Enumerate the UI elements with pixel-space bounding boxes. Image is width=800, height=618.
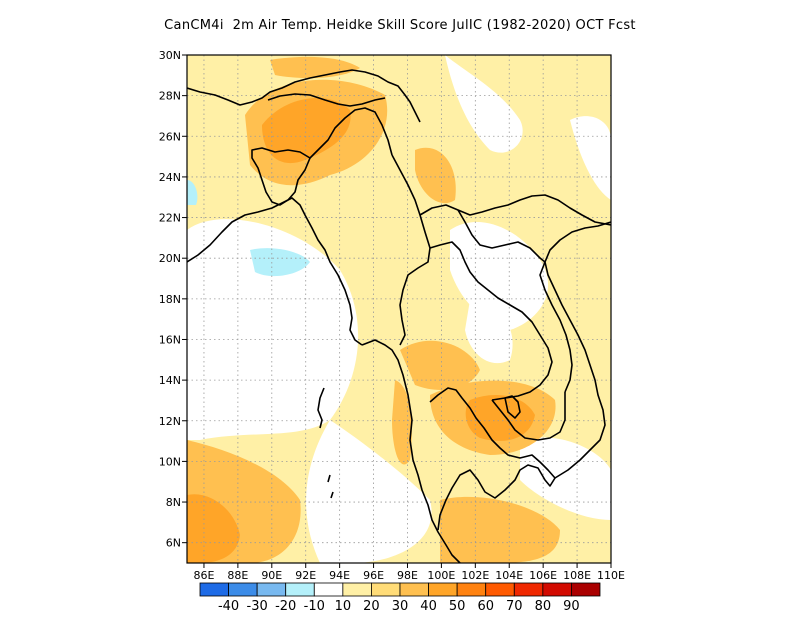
colorbar-swatch <box>285 582 315 597</box>
field-neutral-north <box>445 55 523 153</box>
border-thailand-laos <box>429 241 553 401</box>
nicobar-islands <box>327 474 334 499</box>
lon-label: 92E <box>295 569 316 582</box>
coastline-bengal <box>187 197 363 346</box>
lake-tonle-sap <box>504 395 521 419</box>
field-neutral-gulf <box>465 300 513 364</box>
colorbar-label: 30 <box>392 599 409 614</box>
field-high-bangladesh-core <box>262 98 351 164</box>
border-china-lower <box>457 209 546 263</box>
colorbar-swatch <box>342 582 372 597</box>
colorbar-swatch <box>513 582 544 597</box>
border-bhutan <box>267 93 386 107</box>
colorbar-label: 50 <box>449 599 466 614</box>
latitude-labels: 30N 28N 26N 24N 22N 20N 18N 16N 14N 12N 10N 8N 6N <box>159 49 181 550</box>
field-neutral-sea <box>520 437 611 520</box>
colorbar-swatch <box>428 582 458 597</box>
colorbar-label: 10 <box>335 599 352 614</box>
lat-label: 10N <box>159 455 181 468</box>
field-neutral-ne <box>570 116 611 200</box>
lon-label: 88E <box>227 569 248 582</box>
colorbar <box>199 582 601 597</box>
field-high-cambodia-core <box>465 395 535 441</box>
lon-label: 106E <box>529 569 557 582</box>
lat-label: 8N <box>166 496 181 509</box>
lat-label: 12N <box>159 415 181 428</box>
coastline-vietnam <box>544 221 611 479</box>
colorbar-labels: -40 -30 -20 -10 10 20 30 40 50 60 70 80 90 <box>218 599 580 614</box>
colorbar-swatch <box>256 582 287 597</box>
field-high-andaman <box>392 380 412 465</box>
border-cambodia <box>491 392 566 441</box>
colorbar-label: 20 <box>363 599 380 614</box>
colorbar-label: -10 <box>304 599 325 614</box>
andaman-islands <box>317 387 325 429</box>
lat-label: 14N <box>159 374 181 387</box>
axis-ticks <box>182 54 612 568</box>
field-neutral-west <box>187 219 359 440</box>
lon-label: 102E <box>461 569 489 582</box>
field-high-thailand <box>400 340 480 390</box>
border-north <box>187 69 421 123</box>
lon-label: 90E <box>261 569 282 582</box>
field-high-myanmar-east <box>415 147 456 204</box>
plot-frame <box>186 54 612 564</box>
colorbar-swatch <box>371 582 401 597</box>
country-borders <box>187 69 611 563</box>
border-india-myanmar <box>309 107 393 159</box>
lat-label: 22N <box>159 212 181 225</box>
colorbar-label: -20 <box>275 599 296 614</box>
coastline-myanmar <box>361 339 461 563</box>
colorbar-label: -40 <box>218 599 239 614</box>
lon-label: 108E <box>563 569 591 582</box>
colorbar-swatch <box>199 582 229 597</box>
field-high-bay-southwest <box>187 494 240 563</box>
border-bangladesh <box>251 147 311 206</box>
lon-label: 96E <box>363 569 384 582</box>
map-title: CanCM4i 2m Air Temp. Heidke Skill Score … <box>164 18 636 33</box>
border-china-south <box>419 194 611 226</box>
lat-label: 28N <box>159 90 181 103</box>
lat-label: 18N <box>159 293 181 306</box>
lon-label: 104E <box>495 569 523 582</box>
lat-label: 26N <box>159 130 181 143</box>
colorbar-swatch <box>485 582 515 597</box>
colorbar-label: 60 <box>477 599 494 614</box>
border-laos-vietnam <box>539 261 573 393</box>
colorbar-swatch <box>571 582 601 597</box>
colorbar-label: -30 <box>247 599 268 614</box>
coastline-gulf <box>429 387 556 531</box>
field-high-malaya <box>440 496 560 563</box>
colorbar-swatch <box>313 582 344 597</box>
lon-label: 86E <box>193 569 214 582</box>
colorbar-swatch <box>228 582 258 597</box>
lon-label: 94E <box>329 569 350 582</box>
colorbar-label: 90 <box>563 599 580 614</box>
lon-label: 100E <box>427 569 455 582</box>
colorbar-swatch <box>456 582 487 597</box>
lat-label: 20N <box>159 252 181 265</box>
colorbar-swatch <box>542 582 572 597</box>
colorbar-swatch <box>399 582 429 597</box>
border-myanmar-east <box>391 154 431 346</box>
colorbar-label: 80 <box>535 599 552 614</box>
lat-label: 24N <box>159 171 181 184</box>
field-negative-west <box>187 180 198 205</box>
field-negative-bay <box>250 248 310 277</box>
shaded-field <box>187 55 611 563</box>
lat-label: 16N <box>159 333 181 346</box>
lon-label: 98E <box>397 569 418 582</box>
longitude-labels: 86E 88E 90E 92E 94E 96E 98E 100E 102E 104E 106E 108… <box>193 569 625 582</box>
colorbar-label: 40 <box>420 599 437 614</box>
field-neutral-southcentral <box>306 420 432 563</box>
lat-label: 6N <box>166 537 181 550</box>
lat-label: 30N <box>159 49 181 62</box>
lon-label: 110E <box>597 569 625 582</box>
colorbar-label: 70 <box>506 599 523 614</box>
